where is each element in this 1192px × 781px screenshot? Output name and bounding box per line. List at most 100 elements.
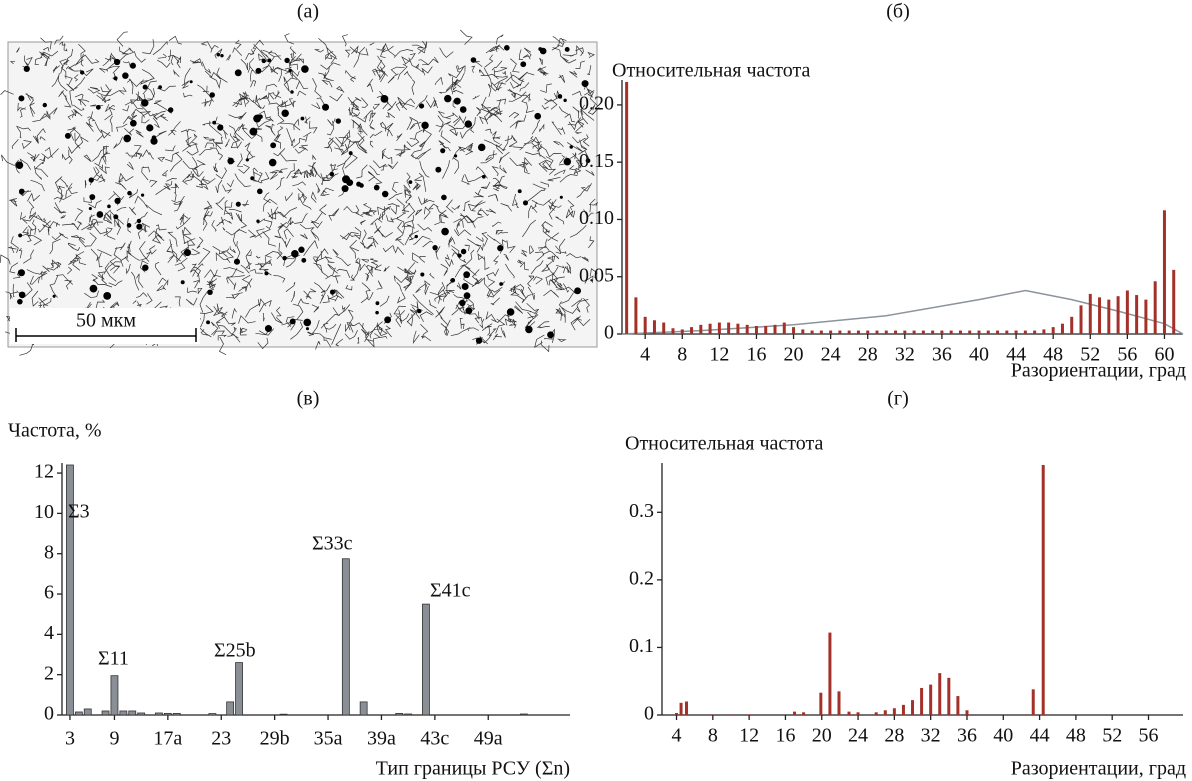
bar bbox=[892, 708, 896, 715]
bar bbox=[956, 696, 960, 715]
bar bbox=[1098, 297, 1102, 334]
bar bbox=[802, 712, 806, 715]
particle bbox=[563, 157, 572, 166]
x-tick-label: 48 bbox=[1043, 344, 1063, 366]
x-tick-label: 28 bbox=[858, 344, 878, 366]
particle bbox=[298, 246, 305, 253]
bar bbox=[1107, 299, 1111, 334]
y-tick-label: 0.05 bbox=[579, 264, 614, 286]
bar bbox=[747, 714, 751, 715]
particle bbox=[457, 253, 462, 258]
bar bbox=[359, 701, 368, 716]
particle bbox=[95, 104, 101, 110]
particle bbox=[64, 132, 71, 139]
y-tick-label: 6 bbox=[44, 582, 54, 604]
bar bbox=[1023, 330, 1027, 334]
particle bbox=[129, 62, 136, 69]
particle bbox=[127, 190, 132, 196]
particle bbox=[212, 120, 217, 125]
bar bbox=[685, 701, 689, 715]
particle bbox=[158, 85, 163, 90]
particle bbox=[129, 119, 137, 127]
bar bbox=[727, 322, 731, 334]
particle bbox=[267, 58, 272, 63]
particle bbox=[421, 121, 429, 130]
bar bbox=[745, 324, 749, 334]
particle bbox=[581, 80, 589, 88]
bar bbox=[1051, 327, 1055, 334]
x-tick-label: 40 bbox=[993, 725, 1013, 747]
particle bbox=[477, 143, 486, 152]
particle bbox=[574, 287, 582, 295]
particle bbox=[282, 255, 287, 261]
bar bbox=[793, 711, 797, 715]
y-tick-label: 0 bbox=[604, 322, 614, 344]
x-tick-label: 12 bbox=[739, 725, 759, 747]
bar bbox=[947, 677, 951, 715]
x-axis-label: Разориентации, град bbox=[1011, 758, 1186, 780]
particle bbox=[289, 318, 296, 325]
bar bbox=[792, 327, 796, 334]
bar bbox=[208, 713, 217, 716]
particle bbox=[80, 70, 85, 75]
particle bbox=[380, 95, 389, 103]
particle bbox=[459, 106, 467, 113]
particle bbox=[481, 174, 486, 179]
micrograph bbox=[0, 29, 600, 356]
bar bbox=[921, 330, 925, 334]
bar bbox=[404, 713, 413, 716]
particle bbox=[207, 289, 213, 296]
particle bbox=[459, 299, 466, 307]
bar bbox=[949, 330, 953, 334]
x-tick-label: 44 bbox=[1030, 725, 1050, 747]
bar bbox=[912, 330, 916, 334]
particle bbox=[384, 316, 392, 324]
bar bbox=[931, 330, 935, 334]
particle bbox=[381, 190, 389, 198]
particle bbox=[258, 114, 263, 120]
bar bbox=[625, 82, 629, 334]
particle bbox=[216, 52, 221, 57]
bar bbox=[1031, 689, 1035, 715]
bar bbox=[519, 713, 528, 716]
particle bbox=[250, 176, 255, 181]
bar bbox=[74, 711, 83, 716]
particle bbox=[126, 223, 132, 228]
particle bbox=[255, 67, 262, 74]
particle bbox=[15, 161, 24, 170]
x-tick-label: 56 bbox=[1139, 725, 1159, 747]
particle bbox=[256, 219, 260, 223]
x-tick-label: 9 bbox=[109, 728, 119, 750]
particle bbox=[288, 68, 292, 73]
particle bbox=[103, 291, 112, 300]
bar bbox=[986, 330, 990, 334]
y-tick-label: 4 bbox=[44, 622, 54, 644]
x-tick-label: 56 bbox=[1117, 344, 1137, 366]
bar bbox=[128, 710, 137, 716]
x-tick-label: 35a bbox=[314, 728, 343, 750]
particle bbox=[504, 44, 510, 51]
x-tick-label: 52 bbox=[1102, 725, 1122, 747]
x-tick-label: 4 bbox=[672, 725, 682, 747]
particle bbox=[569, 145, 573, 149]
panel-label: (г) bbox=[887, 388, 909, 410]
bar bbox=[680, 329, 684, 334]
x-tick-label: 16 bbox=[746, 344, 766, 366]
particle bbox=[264, 271, 269, 276]
particle bbox=[146, 124, 154, 132]
particle bbox=[441, 194, 447, 201]
scale-bar-label: 50 мкм bbox=[76, 310, 136, 332]
bar bbox=[838, 330, 842, 334]
particle bbox=[342, 175, 351, 184]
bar bbox=[940, 330, 944, 334]
x-tick-label: 17a bbox=[153, 728, 182, 750]
particle bbox=[585, 158, 591, 164]
bar bbox=[938, 673, 942, 715]
particle bbox=[151, 135, 157, 140]
bar bbox=[1070, 316, 1074, 334]
x-tick-label: 28 bbox=[884, 725, 904, 747]
particle bbox=[329, 289, 336, 295]
panel-label: (a) bbox=[297, 1, 319, 23]
bar bbox=[829, 330, 833, 334]
